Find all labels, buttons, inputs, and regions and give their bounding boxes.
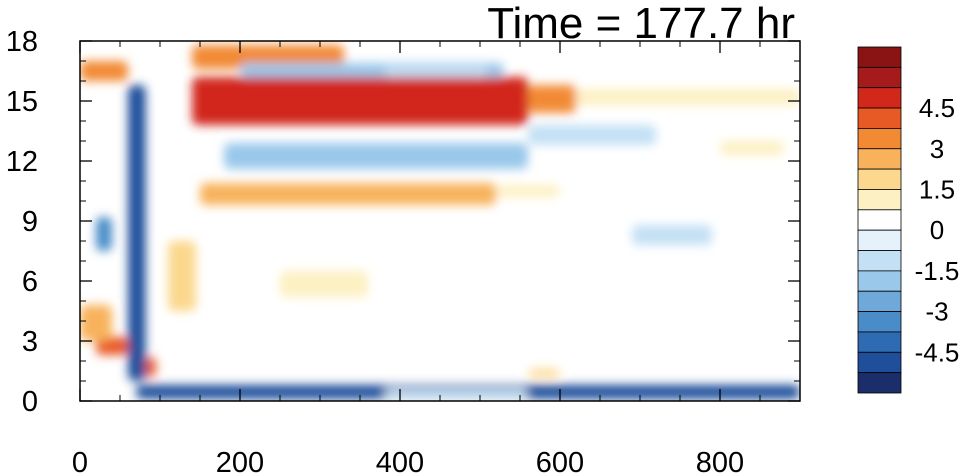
colorbar-box [857,87,902,109]
colorbar-label: 1.5 [919,174,955,204]
field-feature-0 [192,77,528,125]
colorbar-box [857,229,902,251]
field-feature-10 [384,389,528,398]
y-axis-ticks: 0 3 6 9 12 15 18 [6,26,800,418]
y-tick-label: 15 [6,86,38,118]
x-tick-label: 400 [376,447,424,473]
colorbar-labels: -4.5 -3 -1.5 0 1.5 3 4.5 [915,93,960,367]
field-feature-12 [632,225,712,245]
colorbar-box [857,351,902,374]
y-tick-label: 6 [22,266,38,298]
field-feature-16 [128,85,146,381]
colorbar-box [857,128,902,150]
field-feature-6 [528,125,656,145]
colorbar-label: 0 [930,215,944,245]
colorbar-box [857,148,902,170]
field-feature-21 [528,369,560,377]
chart-title: Time = 177.7 hr [487,0,795,48]
field-feature-15 [96,217,112,251]
colorbar-box [857,250,902,272]
field-feature-13 [96,337,128,355]
colorbar-box [857,209,902,231]
colorbar: -4.5 -3 -1.5 0 1.5 3 4.5 [857,46,960,394]
field-feature-7 [200,183,496,205]
field-feature-8 [496,185,560,197]
x-tick-label: 200 [216,447,264,473]
colorbar-box [857,107,902,129]
y-tick-label: 0 [22,386,38,418]
x-tick-label: 600 [536,447,584,473]
field-feature-14 [80,305,112,341]
colorbar-box [857,189,902,211]
field-feature-22 [384,67,488,77]
field-feature-1 [528,85,576,113]
colorbar-box [857,372,902,394]
field-feature-17 [145,357,156,377]
plot-area [80,41,800,401]
y-tick-label: 12 [6,146,38,178]
field-feature-18 [80,61,128,81]
colorbar-box [857,311,902,333]
colorbar-label: -4.5 [915,337,960,367]
y-tick-label: 3 [22,326,38,358]
colorbar-box [857,290,902,312]
colorbar-label: 3 [930,134,944,164]
y-tick-label: 18 [6,26,38,58]
x-axis-ticks: 0 200 400 600 800 [72,41,761,473]
colorbar-box [857,270,902,292]
field-feature-11 [280,271,368,297]
x-tick-label: 800 [696,447,744,473]
colorbar-label: 4.5 [919,93,955,123]
field-feature-2 [576,89,800,105]
axes: 0 200 400 600 800 0 3 6 9 12 15 18 [6,26,801,473]
field-feature-19 [168,241,196,311]
colorbar-box [857,46,902,68]
colorbar-box [857,168,902,190]
field-features [80,45,800,399]
colorbar-label: -1.5 [915,256,960,286]
colorbar-box [857,66,902,89]
colorbar-label: -3 [925,297,948,327]
colorbar-boxes [857,46,902,394]
field-feature-5 [224,143,528,169]
colorbar-box [857,331,902,353]
field-feature-20 [720,141,784,155]
x-tick-label: 0 [72,447,88,473]
y-tick-label: 9 [22,206,38,238]
